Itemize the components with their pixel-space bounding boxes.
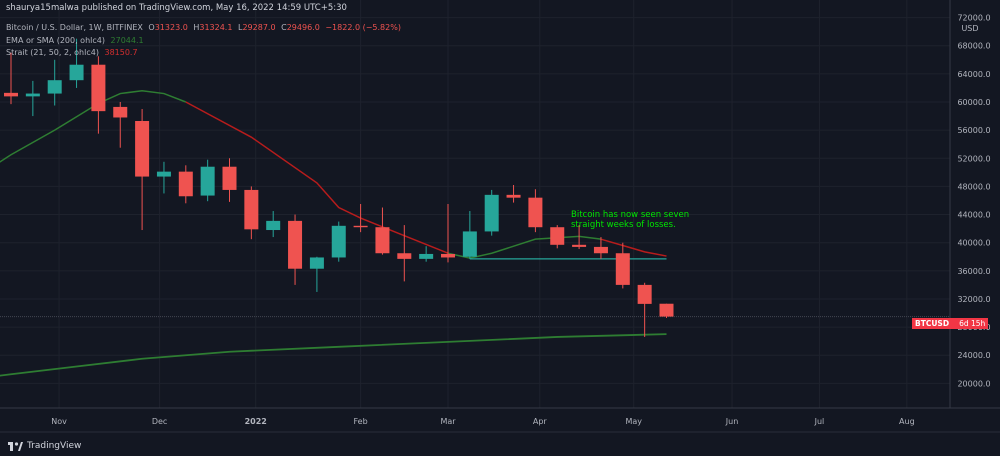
current-price-tag: BTCUSD 6d 15h (912, 318, 989, 329)
tradingview-brand-text: TradingView (27, 441, 82, 451)
y-tick-label: 24000.0 (957, 351, 990, 360)
candle-body (25, 93, 40, 97)
tradingview-logo[interactable]: TradingView (8, 441, 81, 451)
open-label: O (148, 23, 155, 32)
annotation-line-2: straight weeks of losses. (571, 220, 676, 230)
candle-body (4, 92, 18, 97)
ema-name: EMA or SMA (200, ohlc4) (6, 36, 105, 45)
y-tick-label: 20000.0 (957, 379, 990, 388)
symbol-legend[interactable]: Bitcoin / U.S. Dollar, 1W, BITFINEX O313… (6, 23, 404, 32)
ema-value: 27044.1 (110, 36, 144, 45)
x-tick-label: Jun (725, 417, 739, 426)
candle-body (637, 284, 652, 304)
close-label: C (281, 23, 287, 32)
x-tick-label: Dec (152, 417, 167, 426)
candle-body (288, 220, 303, 269)
y-tick-label: 60000.0 (957, 98, 990, 107)
ema-legend[interactable]: EMA or SMA (200, ohlc4) 27044.1 (6, 36, 147, 45)
x-tick-label: 2022 (245, 417, 267, 426)
candle-body (353, 225, 368, 228)
candle-body (419, 253, 434, 259)
candle-body (615, 253, 630, 285)
candle-body (178, 171, 193, 197)
y-tick-label: 64000.0 (957, 70, 990, 79)
y-tick-label: 36000.0 (957, 267, 990, 276)
open-value: 31323.0 (154, 23, 188, 32)
candle-body (222, 166, 237, 190)
x-tick-label: Nov (51, 417, 67, 426)
x-tick-label: Mar (440, 417, 456, 426)
y-tick-label: 72000.0 (957, 14, 990, 23)
candle-body (528, 197, 543, 228)
candle-body (47, 80, 62, 94)
x-tick-label: May (625, 417, 642, 426)
x-tick-label: Apr (533, 417, 548, 426)
candle-body (397, 253, 412, 259)
high-label: H (193, 23, 200, 32)
candle-body (113, 106, 128, 118)
annotation-text: Bitcoin has now seen seven straight week… (571, 210, 689, 230)
candle-body (69, 64, 84, 81)
candle-body (462, 231, 477, 257)
strait-line-segment (447, 235, 602, 259)
strait-line-segment (600, 238, 667, 257)
strait-name: Strait (21, 50, 2, ohlc4) (6, 48, 99, 57)
y-axis-unit-label: USD (961, 24, 978, 33)
candle-body (309, 257, 324, 269)
x-tick-label: Jul (814, 417, 825, 426)
high-value: 31324.1 (199, 23, 233, 32)
candle-body (91, 64, 106, 112)
strait-line-segment (0, 89, 187, 163)
change-value: −1822.0 (−5.82%) (325, 23, 401, 32)
candle-body (593, 246, 608, 254)
x-tick-label: Feb (354, 417, 368, 426)
publish-info: shaurya15malwa published on TradingView.… (6, 3, 347, 13)
y-tick-label: 32000.0 (957, 295, 990, 304)
candle-body (156, 171, 171, 177)
low-value: 29287.0 (242, 23, 276, 32)
y-tick-label: 40000.0 (957, 239, 990, 248)
low-label: L (238, 23, 243, 32)
candle-body (200, 166, 215, 196)
candle-body (484, 194, 499, 232)
candle-body (266, 220, 281, 231)
y-tick-label: 56000.0 (957, 126, 990, 135)
price-tag-countdown: 6d 15h (959, 319, 986, 328)
candle-body (550, 227, 565, 245)
symbol-description: Bitcoin / U.S. Dollar, 1W, BITFINEX (6, 23, 143, 32)
candle-body (244, 189, 259, 230)
strait-legend[interactable]: Strait (21, 50, 2, ohlc4) 38150.7 (6, 48, 141, 57)
y-tick-label: 48000.0 (957, 182, 990, 191)
long-ma-line (0, 333, 667, 377)
tradingview-logo-icon (8, 441, 23, 451)
candle-body (331, 225, 346, 258)
candle-body (659, 303, 674, 317)
close-value: 29496.0 (286, 23, 320, 32)
x-tick-label: Aug (899, 417, 915, 426)
y-tick-label: 52000.0 (957, 154, 990, 163)
candle-body (506, 194, 521, 198)
price-tag-symbol: BTCUSD (915, 319, 950, 328)
annotation-line-1: Bitcoin has now seen seven (571, 210, 690, 220)
candle-body (441, 253, 455, 258)
strait-value: 38150.7 (104, 48, 138, 57)
candle-body (572, 244, 587, 247)
candle-body (375, 227, 390, 254)
y-tick-label: 68000.0 (957, 42, 990, 51)
y-tick-label: 44000.0 (957, 211, 990, 220)
candle-body (135, 120, 150, 177)
